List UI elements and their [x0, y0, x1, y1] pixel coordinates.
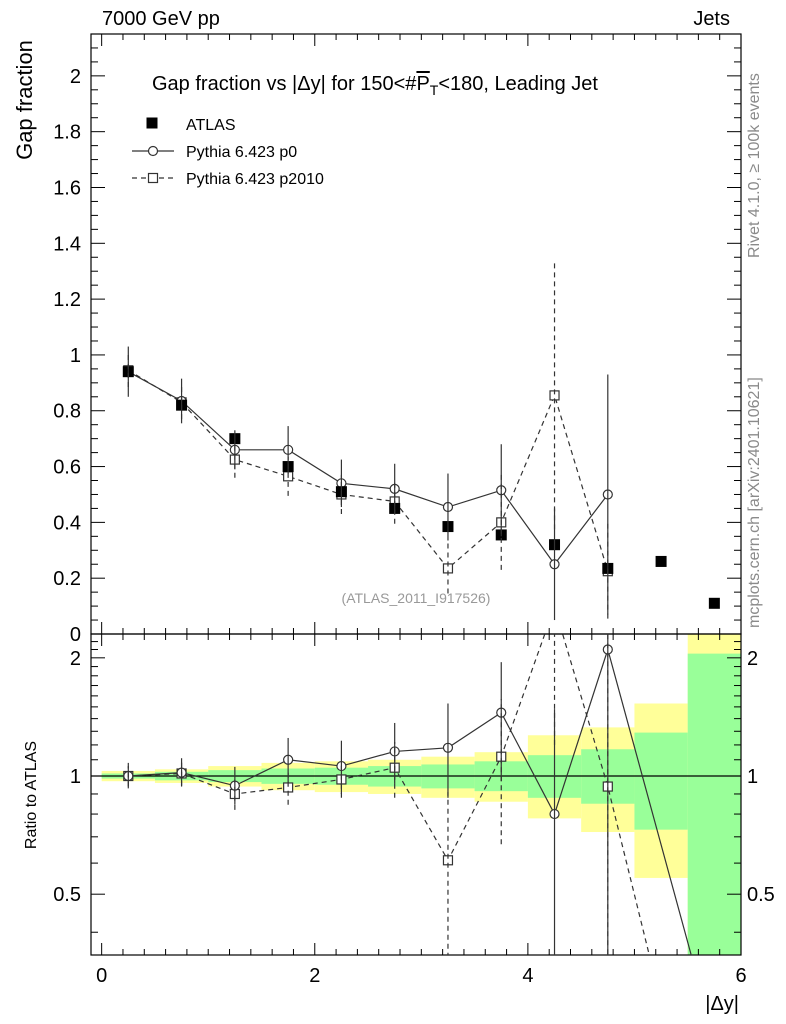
y-tick-label: 1.8 [53, 122, 81, 144]
y-tick-label: 1.4 [53, 233, 81, 255]
y-tick-label: 0.8 [53, 401, 81, 423]
rivet-version-label: Rivet 4.1.0, ≥ 100k events [746, 73, 763, 258]
x-tick-label: 4 [522, 965, 533, 987]
p0-line [128, 371, 609, 566]
y-tick-label: 0.6 [53, 457, 81, 479]
y-tick-label: 1.6 [53, 177, 81, 199]
analysis-watermark: (ATLAS_2011_I917526) [342, 590, 491, 606]
mcplots-credit-label: mcplots.cern.ch [arXiv:2401.10621] [746, 377, 763, 628]
ratio-tick-label-right: 0.5 [747, 884, 775, 906]
y-tick-label: 1.2 [53, 289, 81, 311]
x-tick-label: 6 [735, 965, 746, 987]
ratio-axis-label: Ratio to ATLAS [23, 741, 40, 849]
atlas-marker [655, 555, 667, 567]
x-tick-label: 0 [96, 965, 107, 987]
y-tick-label: 0 [70, 624, 81, 646]
y-tick-label: 2 [70, 66, 81, 88]
header-energy-label: 7000 GeV pp [102, 8, 220, 30]
legend-label: ATLAS [186, 117, 236, 134]
green-band-bin [687, 653, 741, 955]
ratio-tick-label-right: 2 [747, 648, 758, 670]
chart-title: Gap fraction vs |Δy| for 150<#PT<180, Le… [152, 73, 598, 98]
top-series [122, 365, 720, 609]
header-jets-label: Jets [693, 8, 730, 30]
y-tick-label: 1 [70, 345, 81, 367]
legend-atlas-swatch [146, 117, 158, 129]
title-tail: <180, Leading Jet [438, 73, 598, 95]
title-pt: P [416, 73, 429, 95]
ratio-tick-label-left: 0.5 [53, 884, 81, 906]
legend-p0-swatch [147, 145, 159, 157]
ratio-bands [101, 634, 741, 955]
x-tick-label: 2 [309, 965, 320, 987]
p2010-line [127, 369, 609, 572]
atlas-marker [708, 597, 720, 609]
legend-p2010-swatch [147, 172, 159, 184]
title-sub: T [430, 82, 439, 98]
green-band-bin [634, 732, 688, 830]
ratio-tick-label-right: 1 [747, 766, 758, 788]
x-axis-label: |Δy| [705, 993, 739, 1015]
title-main: Gap fraction vs |Δy| for 150<# [152, 73, 417, 95]
ratio-tick-label-left: 2 [70, 648, 81, 670]
legend-label: Pythia 6.423 p2010 [186, 171, 324, 188]
y-tick-label: 0.2 [53, 568, 81, 590]
y-tick-label: 0.4 [53, 512, 81, 534]
legend-label: Pythia 6.423 p0 [186, 144, 297, 161]
ratio-tick-label-left: 1 [70, 766, 81, 788]
ratio-panel-frame [90, 633, 742, 956]
y-axis-label: Gap fraction [12, 40, 37, 160]
